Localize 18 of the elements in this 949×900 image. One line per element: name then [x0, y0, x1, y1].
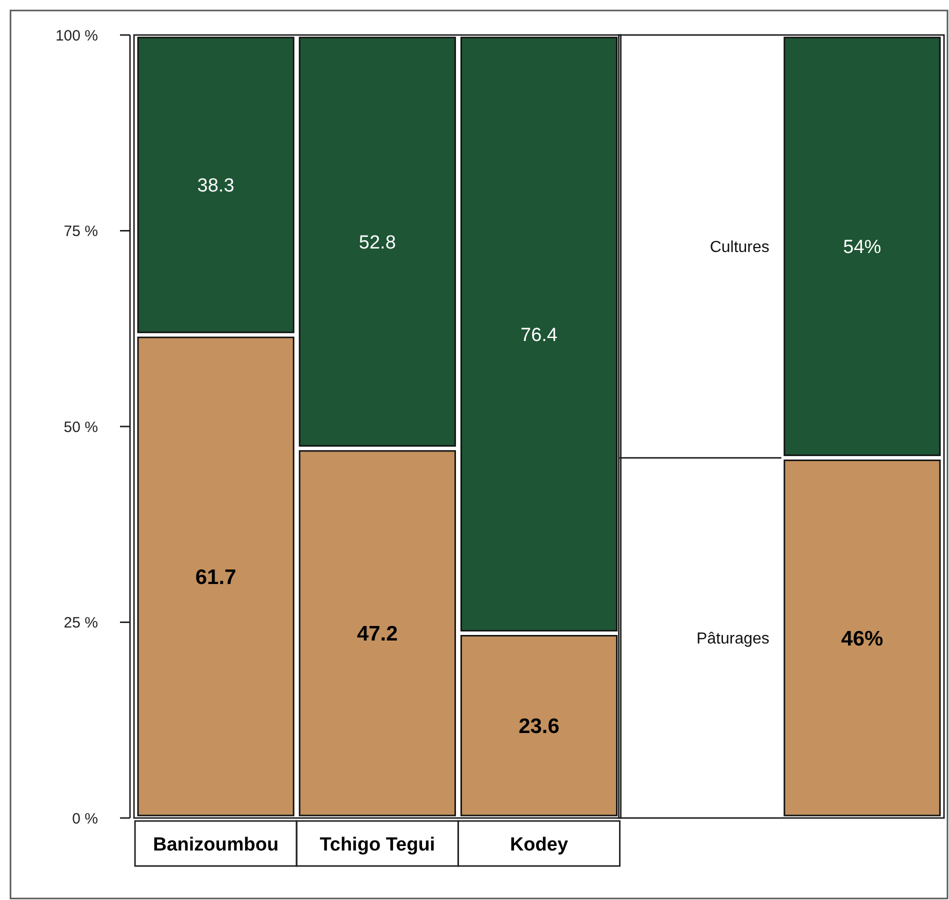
- data-label: 54%: [843, 237, 882, 258]
- series-label: Pâturages: [696, 630, 770, 648]
- data-label: 47.2: [356, 622, 398, 646]
- x-tick-label: Banizoumbou: [152, 834, 279, 856]
- data-label: 23.6: [518, 714, 560, 738]
- x-tick-label: Kodey: [510, 834, 568, 856]
- data-label: 61.7: [195, 566, 236, 589]
- y-tick-label: 25 %: [64, 614, 98, 632]
- y-tick-label: 50 %: [64, 418, 98, 436]
- series-label: Cultures: [710, 239, 770, 256]
- data-label: 46%: [841, 627, 884, 650]
- data-label: 76.4: [520, 324, 558, 346]
- data-label: 52.8: [358, 232, 396, 254]
- y-tick-label: 75 %: [64, 223, 98, 240]
- data-label: 38.3: [197, 176, 234, 197]
- y-tick-label: 0 %: [72, 810, 98, 828]
- y-tick-label: 100 %: [55, 27, 98, 44]
- x-tick-label: Tchigo Tegui: [320, 834, 436, 856]
